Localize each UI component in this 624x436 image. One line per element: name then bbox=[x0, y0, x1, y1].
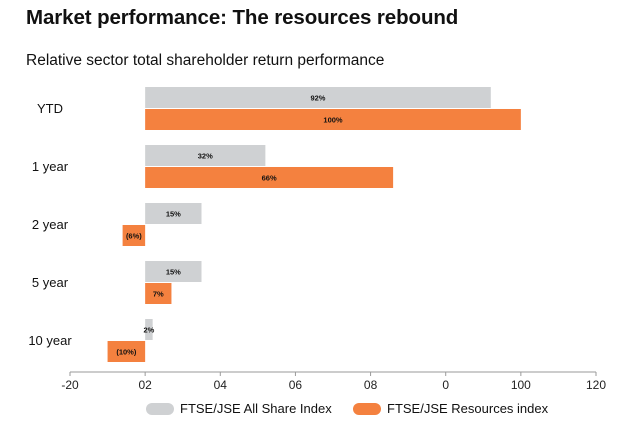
category-label: 1 year bbox=[32, 159, 69, 174]
chart-title: Market performance: The resources reboun… bbox=[26, 6, 459, 29]
legend-label-resources: FTSE/JSE Resources index bbox=[387, 401, 549, 416]
category-label: YTD bbox=[37, 101, 63, 116]
x-tick-label: 120 bbox=[586, 378, 606, 392]
bar-chart: -20 02 04 06 08 0 100 120 YTD 92% 100% 1 year 32% 66%… bbox=[28, 87, 606, 392]
category-label: 2 year bbox=[32, 217, 69, 232]
x-tick-label: 06 bbox=[289, 378, 303, 392]
data-label: (10%) bbox=[116, 348, 137, 357]
x-tick-label: -20 bbox=[61, 378, 79, 392]
data-label: (6%) bbox=[126, 232, 142, 241]
bar bbox=[145, 203, 202, 224]
bar bbox=[145, 319, 153, 340]
bar bbox=[145, 167, 394, 188]
bar bbox=[122, 225, 146, 246]
bar bbox=[145, 145, 266, 166]
chart-subtitle: Relative sector total shareholder return… bbox=[26, 52, 385, 69]
data-label: 100% bbox=[323, 116, 343, 125]
legend: FTSE/JSE All Share Index FTSE/JSE Resour… bbox=[0, 401, 624, 421]
x-tick-label: 04 bbox=[214, 378, 228, 392]
data-label: 32% bbox=[198, 152, 213, 161]
bar bbox=[107, 341, 146, 362]
bar bbox=[145, 283, 172, 304]
category-label: 10 year bbox=[28, 333, 72, 348]
x-tick-label: 0 bbox=[442, 378, 449, 392]
data-label: 15% bbox=[166, 210, 181, 219]
legend-swatch-all-share bbox=[146, 402, 174, 415]
data-label: 66% bbox=[262, 174, 277, 183]
data-label: 15% bbox=[166, 268, 181, 277]
category-label: 5 year bbox=[32, 275, 69, 290]
data-label: 2% bbox=[143, 326, 154, 335]
legend-item-resources: FTSE/JSE Resources index bbox=[353, 401, 548, 416]
bar bbox=[145, 261, 202, 282]
data-label: 92% bbox=[310, 94, 325, 103]
bar bbox=[145, 109, 521, 130]
legend-label-all-share: FTSE/JSE All Share Index bbox=[180, 401, 332, 416]
legend-item-all-share: FTSE/JSE All Share Index bbox=[146, 401, 332, 416]
x-tick-label: 08 bbox=[364, 378, 378, 392]
x-tick-label: 100 bbox=[511, 378, 531, 392]
x-tick-label: 02 bbox=[138, 378, 152, 392]
data-label: 7% bbox=[153, 290, 164, 299]
legend-swatch-resources bbox=[353, 402, 381, 415]
bar bbox=[145, 87, 491, 108]
